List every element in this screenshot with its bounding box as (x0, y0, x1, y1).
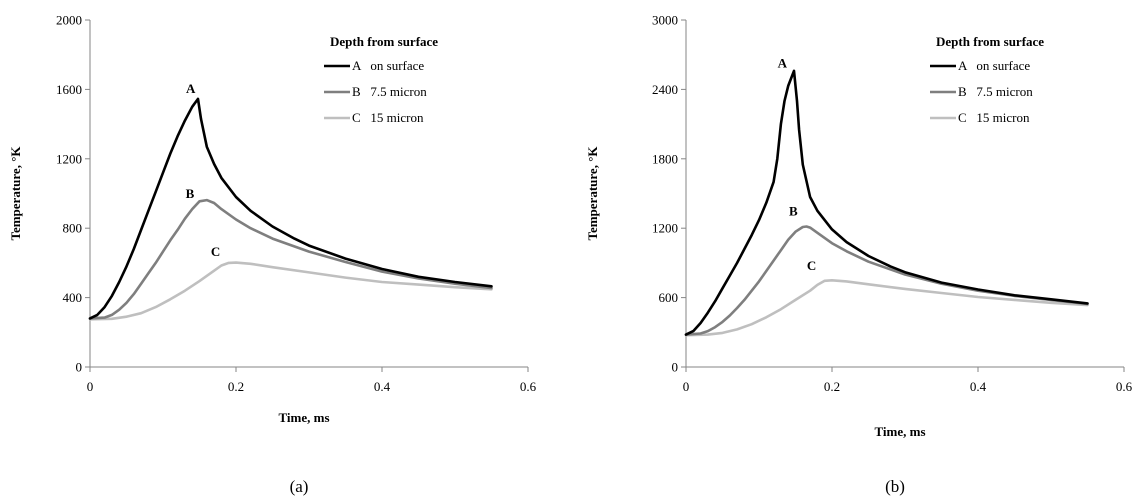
chart-panel-b: 0 600 1200 1800 2400 3000 0 0.2 0.4 0.6 Time, ms Te… (585, 13, 1133, 497)
x-tick-label: 0.6 (520, 379, 537, 394)
x-tick-label: 0 (87, 379, 94, 394)
y-tick-label: 1200 (652, 221, 678, 236)
series-line-b (88, 198, 493, 320)
y-tick-label: 2400 (652, 82, 678, 97)
legend: Depth from surface A on surface B 7.5 micr… (324, 34, 438, 125)
x-tick-label: 0.4 (970, 379, 987, 394)
curve-label-b: B (789, 203, 798, 218)
x-axis-title: Time, ms (874, 424, 925, 439)
y-tick-label: 2000 (56, 13, 82, 28)
y-tick-label: 1200 (56, 151, 82, 166)
legend-entry-label: B 7.5 micron (352, 84, 427, 99)
legend-entry-label: A on surface (958, 58, 1030, 73)
series-line-c (684, 279, 1089, 337)
curve-label-a: A (186, 81, 196, 96)
series-line-c (88, 261, 493, 321)
y-tick-label: 3000 (652, 13, 678, 28)
y-tick-label: 1600 (56, 82, 82, 97)
series-line-a (684, 69, 1089, 336)
y-tick-label: 1800 (652, 151, 678, 166)
x-tick-label: 0.6 (1116, 379, 1133, 394)
chart-panel-a: 0 400 800 1200 1600 2000 0 0.2 0.4 0.6 Time, ms Tem… (8, 13, 537, 497)
curve-label-a: A (778, 55, 788, 70)
y-axis-title: Temperature, °K (8, 146, 23, 241)
legend-entry-label: C 15 micron (958, 110, 1030, 125)
y-tick-label: 0 (76, 360, 83, 375)
y-tick-label: 800 (63, 221, 83, 236)
x-tick-label: 0.2 (228, 379, 244, 394)
y-tick-label: 400 (63, 290, 83, 305)
y-tick-label: 600 (659, 290, 679, 305)
y-axis-title: Temperature, °K (585, 146, 600, 241)
x-tick-label: 0 (683, 379, 690, 394)
x-axis-title: Time, ms (278, 410, 329, 425)
legend-entry-label: C 15 micron (352, 110, 424, 125)
panel-caption: (b) (885, 477, 905, 496)
curve-label-b: B (186, 186, 195, 201)
y-tick-label: 0 (672, 360, 679, 375)
x-tick-label: 0.4 (374, 379, 391, 394)
legend-entry-label: B 7.5 micron (958, 84, 1033, 99)
panel-caption: (a) (290, 477, 309, 496)
curve-label-c: C (211, 244, 220, 259)
curve-label-c: C (807, 258, 816, 273)
series-line-b (684, 225, 1089, 336)
legend: Depth from surface A on surface B 7.5 micr… (930, 34, 1044, 125)
series-line-a (88, 97, 493, 320)
legend-title: Depth from surface (330, 34, 438, 49)
legend-entry-label: A on surface (352, 58, 424, 73)
legend-title: Depth from surface (936, 34, 1044, 49)
x-tick-label: 0.2 (824, 379, 840, 394)
